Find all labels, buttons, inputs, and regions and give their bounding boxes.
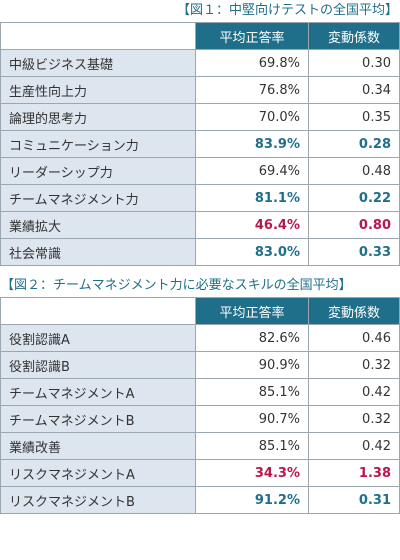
row-label: リスクマネジメントA [0,459,196,487]
table-row: 業績拡大 46.4% 0.80 [0,211,400,239]
avg-score-value: 76.8% [195,76,309,104]
cv-value: 0.28 [308,130,400,158]
cv-value: 1.38 [308,459,400,487]
cv-value: 0.22 [308,184,400,212]
table-row: 生産性向上力 76.8% 0.34 [0,76,400,104]
avg-score-value: 91.2% [195,486,309,514]
table-row: チームマネジメント力 81.1% 0.22 [0,184,400,212]
avg-score-value: 69.8% [195,49,309,77]
avg-score-value: 85.1% [195,432,309,460]
cv-value: 0.80 [308,211,400,239]
cv-value: 0.34 [308,76,400,104]
row-label: 論理的思考力 [0,103,196,131]
row-label: チームマネジメントB [0,405,196,433]
avg-score-value: 82.6% [195,324,309,352]
avg-score-value: 90.9% [195,351,309,379]
avg-score-value: 70.0% [195,103,309,131]
cv-value: 0.42 [308,432,400,460]
table-row: 中級ビジネス基礎 69.8% 0.30 [0,49,400,77]
avg-score-value: 85.1% [195,378,309,406]
cv-value: 0.32 [308,405,400,433]
row-label: チームマネジメントA [0,378,196,406]
avg-score-value: 83.0% [195,238,309,266]
row-label: チームマネジメント力 [0,184,196,212]
header-coefficient-of-variation: 変動係数 [308,297,400,325]
header-coefficient-of-variation: 変動係数 [308,22,400,50]
figure-1-body: 中級ビジネス基礎 69.8% 0.30 生産性向上力 76.8% 0.34 論理的思考力 70… [0,49,400,266]
header-row: 平均正答率 変動係数 [0,297,400,325]
table-row: リーダーシップ力 69.4% 0.48 [0,157,400,185]
avg-score-value: 90.7% [195,405,309,433]
figure-1-table: 平均正答率 変動係数 中級ビジネス基礎 69.8% 0.30 生産性向上力 76.8% 0… [0,22,400,266]
row-label: 役割認識A [0,324,196,352]
cv-value: 0.35 [308,103,400,131]
table-row: チームマネジメントA 85.1% 0.42 [0,378,400,406]
avg-score-value: 46.4% [195,211,309,239]
table-row: コミュニケーション力 83.9% 0.28 [0,130,400,158]
cv-value: 0.46 [308,324,400,352]
row-label: コミュニケーション力 [0,130,196,158]
cv-value: 0.48 [308,157,400,185]
header-blank-cell [0,297,196,325]
header-blank-cell [0,22,196,50]
figure-1: 【図１：中堅向けテストの全国平均】 平均正答率 変動係数 中級ビジネス基礎 69.… [0,0,400,266]
table-row: 役割認識A 82.6% 0.46 [0,324,400,352]
table-row: 役割認識B 90.9% 0.32 [0,351,400,379]
row-label: 中級ビジネス基礎 [0,49,196,77]
cv-value: 0.30 [308,49,400,77]
row-label: 役割認識B [0,351,196,379]
avg-score-value: 81.1% [195,184,309,212]
header-avg-score: 平均正答率 [195,22,309,50]
cv-value: 0.31 [308,486,400,514]
table-row: リスクマネジメントA 34.3% 1.38 [0,459,400,487]
row-label: 生産性向上力 [0,76,196,104]
avg-score-value: 34.3% [195,459,309,487]
row-label: 業績改善 [0,432,196,460]
header-avg-score: 平均正答率 [195,297,309,325]
figure-2-caption: 【図２：チームマネジメント力に必要なスキルの全国平均】 [1,278,352,293]
table-row: 社会常識 83.0% 0.33 [0,238,400,266]
row-label: 社会常識 [0,238,196,266]
figure-2-table: 平均正答率 変動係数 役割認識A 82.6% 0.46 役割認識B 90.9% 0.32 チ… [0,297,400,514]
row-label: リーダーシップ力 [0,157,196,185]
avg-score-value: 83.9% [195,130,309,158]
table-row: 業績改善 85.1% 0.42 [0,432,400,460]
cv-value: 0.42 [308,378,400,406]
figure-2: 【図２：チームマネジメント力に必要なスキルの全国平均】 平均正答率 変動係数 役… [0,275,400,514]
table-row: チームマネジメントB 90.7% 0.32 [0,405,400,433]
cv-value: 0.33 [308,238,400,266]
row-label: 業績拡大 [0,211,196,239]
figure-2-body: 役割認識A 82.6% 0.46 役割認識B 90.9% 0.32 チームマネジメントA 85… [0,324,400,514]
avg-score-value: 69.4% [195,157,309,185]
table-row: 論理的思考力 70.0% 0.35 [0,103,400,131]
row-label: リスクマネジメントB [0,486,196,514]
cv-value: 0.32 [308,351,400,379]
header-row: 平均正答率 変動係数 [0,22,400,50]
figure-1-caption: 【図１：中堅向けテストの全国平均】 [176,3,398,18]
table-row: リスクマネジメントB 91.2% 0.31 [0,486,400,514]
